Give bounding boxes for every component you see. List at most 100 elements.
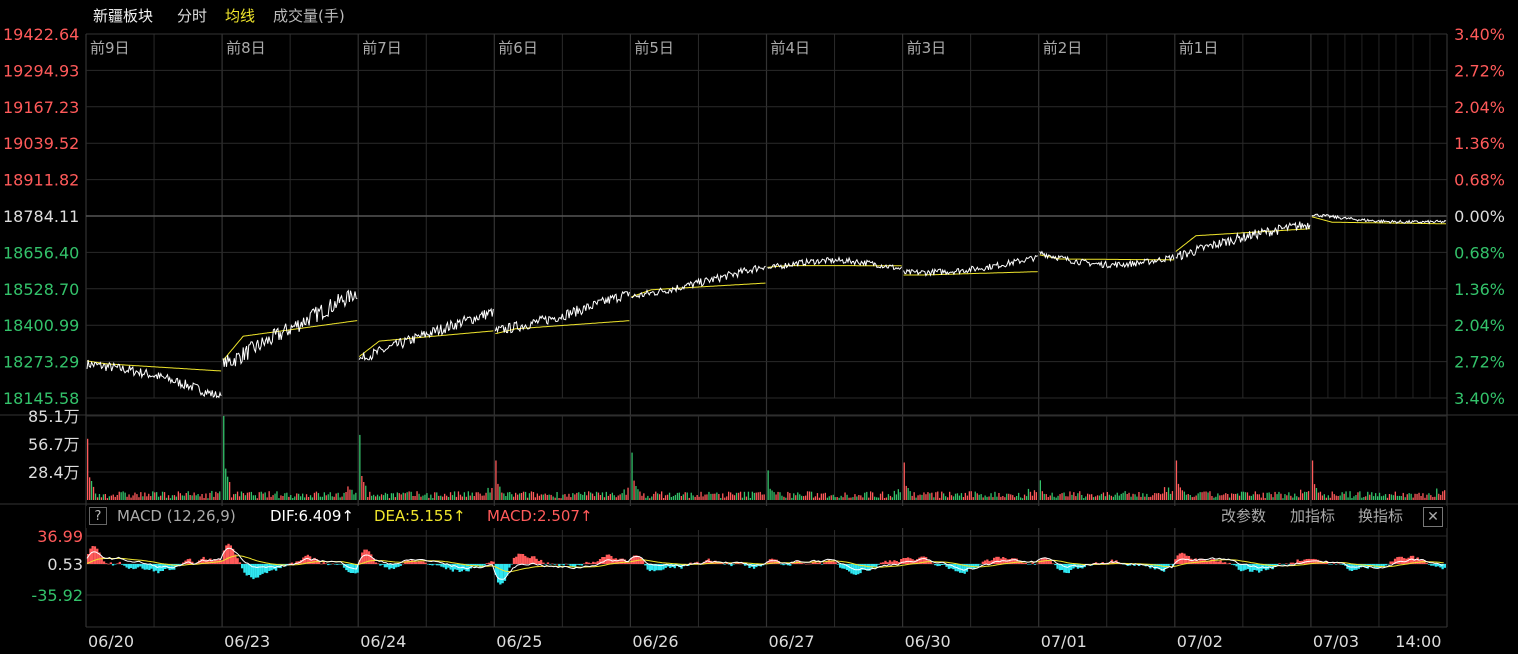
volume-bar <box>1213 497 1215 500</box>
volume-bar <box>351 489 353 500</box>
volume-bar <box>244 495 247 500</box>
volume-bar <box>528 493 531 500</box>
macd-histogram-bar <box>100 556 103 564</box>
volume-bar <box>601 492 604 500</box>
volume-bar <box>769 488 771 500</box>
macd-histogram-bar <box>127 564 131 569</box>
tab-volume[interactable]: 成交量(手) <box>273 7 345 25</box>
macd-histogram-bar <box>732 564 735 565</box>
macd-histogram-bar <box>789 564 792 566</box>
macd-histogram-bar <box>608 554 611 564</box>
macd-indicator-label[interactable]: MACD (12,26,9) <box>117 507 236 525</box>
volume-bar <box>605 491 607 500</box>
volume-bar <box>1296 496 1298 500</box>
macd-histogram-bar <box>1416 557 1419 564</box>
macd-histogram-bar <box>1233 564 1236 566</box>
volume-bar <box>167 495 170 500</box>
volume-bar <box>775 494 777 500</box>
macd-histogram-bar <box>327 564 330 566</box>
volume-bar <box>1171 491 1174 500</box>
macd-histogram-bar <box>200 558 203 564</box>
switch-indicator-button[interactable]: 换指标 <box>1358 507 1404 525</box>
volume-bar <box>1177 483 1180 500</box>
macd-histogram-bar <box>152 564 155 572</box>
macd-histogram-bar <box>925 557 928 564</box>
macd-histogram-bar <box>544 564 547 565</box>
volume-bar <box>1128 492 1130 500</box>
macd-histogram-bar <box>1398 556 1401 564</box>
volume-bar <box>1215 496 1217 500</box>
volume-bar <box>603 497 606 500</box>
volume-bar <box>816 493 819 500</box>
sector-title[interactable]: 新疆板块 <box>93 7 154 25</box>
volume-bar <box>394 497 396 500</box>
volume-bar <box>236 491 239 500</box>
macd-histogram-bar <box>177 564 180 565</box>
volume-bar <box>830 495 832 500</box>
macd-histogram-bar <box>906 557 910 564</box>
macd-histogram-bar <box>501 564 504 584</box>
volume-bar <box>513 496 515 500</box>
macd-histogram-bar <box>641 560 645 564</box>
volume-bar <box>1055 497 1057 500</box>
macd-histogram-bar <box>986 559 989 564</box>
volume-bar <box>1221 495 1223 500</box>
macd-histogram-bar <box>825 561 828 564</box>
volume-bar <box>325 495 327 500</box>
price-line-day <box>903 254 1038 277</box>
volume-bar <box>444 493 446 500</box>
volume-bar <box>1191 497 1193 500</box>
help-button[interactable]: ? <box>89 507 107 525</box>
volume-bar <box>1430 495 1432 500</box>
macd-histogram-bar <box>839 564 842 568</box>
macd-histogram-bar <box>1128 564 1132 566</box>
macd-histogram-bar <box>1280 564 1283 565</box>
macd-histogram-bar <box>689 562 692 564</box>
macd-histogram-bar <box>1235 564 1238 567</box>
volume-bar <box>945 496 947 500</box>
macd-histogram-bar <box>347 564 350 573</box>
macd-histogram-bar <box>154 564 158 571</box>
volume-bar <box>783 496 785 500</box>
volume-bar <box>607 495 609 500</box>
volume-bar <box>256 498 258 500</box>
macd-histogram-bar <box>657 564 661 571</box>
macd-histogram-bar <box>306 554 309 564</box>
add-indicator-button[interactable]: 加指标 <box>1290 507 1336 525</box>
volume-bar <box>136 494 138 500</box>
price-line-day <box>631 264 766 299</box>
macd-histogram-bar <box>1273 564 1277 567</box>
avg-line-day <box>631 282 766 298</box>
volume-bar <box>781 495 783 500</box>
volume-bar <box>588 491 590 500</box>
change-params-button[interactable]: 改参数 <box>1221 507 1267 525</box>
macd-histogram-bar <box>209 558 212 564</box>
macd-histogram-bar <box>981 561 984 564</box>
volume-bar <box>1104 496 1107 500</box>
volume-bar <box>1335 495 1337 500</box>
macd-histogram-bar <box>358 559 362 564</box>
volume-bar <box>1248 495 1251 500</box>
macd-histogram-bar <box>1278 563 1281 564</box>
volume-bar <box>197 494 199 500</box>
volume-bar <box>1150 496 1152 500</box>
volume-bar <box>1100 493 1103 500</box>
macd-histogram-bar <box>506 564 509 576</box>
macd-histogram-bar <box>508 564 511 568</box>
volume-bar <box>1229 497 1231 500</box>
volume-bar <box>386 493 389 500</box>
macd-histogram-bar <box>605 554 608 564</box>
close-icon[interactable]: ✕ <box>1423 507 1443 527</box>
macd-histogram-bar <box>222 550 226 564</box>
volume-bar <box>661 491 663 500</box>
tab-fenshi[interactable]: 分时 <box>177 7 208 25</box>
volume-bar <box>874 496 876 500</box>
volume-bar <box>718 494 720 500</box>
volume-bar <box>215 491 217 500</box>
macd-histogram-bar <box>1063 564 1066 573</box>
macd-histogram-bar <box>420 561 423 564</box>
volume-bar <box>499 486 501 500</box>
volume-bar <box>1156 493 1158 500</box>
volume-bar <box>759 491 761 500</box>
tab-avg-line[interactable]: 均线 <box>225 7 256 25</box>
